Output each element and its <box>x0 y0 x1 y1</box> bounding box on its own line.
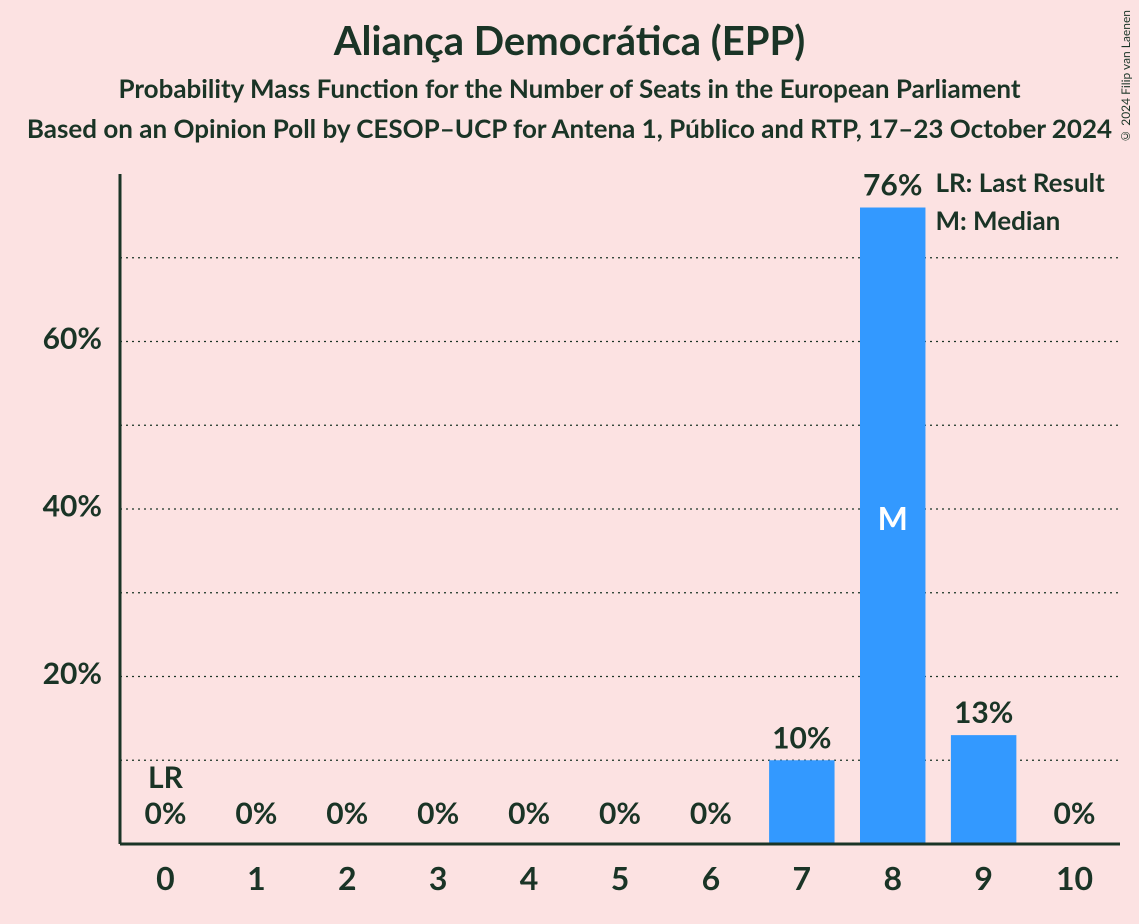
x-tick-label: 6 <box>702 858 721 897</box>
bar-label-6: 0% <box>690 795 732 831</box>
chart-titles: Aliança Democrática (EPP) Probability Ma… <box>0 0 1139 144</box>
x-tick-label: 3 <box>429 858 448 897</box>
median-marker: M <box>878 498 908 537</box>
title-source: Based on an Opinion Poll by CESOP–UCP fo… <box>0 112 1139 144</box>
title-sub: Probability Mass Function for the Number… <box>0 72 1139 104</box>
x-tick-label: 2 <box>338 858 357 897</box>
y-tick-label: 40% <box>43 488 102 524</box>
bar-label-4: 0% <box>508 795 550 831</box>
bar-label-3: 0% <box>417 795 459 831</box>
bar-label-10: 0% <box>1054 795 1096 831</box>
bar-label-8: 76% <box>863 167 922 203</box>
chart-svg: 20%40%60%0%LR00%10%20%30%40%50%610%7M76%… <box>0 154 1139 914</box>
title-main: Aliança Democrática (EPP) <box>0 18 1139 62</box>
bar-9 <box>951 735 1016 844</box>
x-tick-label: 9 <box>974 858 993 897</box>
bar-label-9: 13% <box>954 694 1013 730</box>
bar-label-1: 0% <box>235 795 277 831</box>
y-tick-label: 20% <box>43 655 102 691</box>
bar-label-2: 0% <box>326 795 368 831</box>
x-tick-label: 0 <box>156 858 175 897</box>
copyright-text: © 2024 Filip van Laenen <box>1118 10 1133 144</box>
legend-lr: LR: Last Result <box>935 166 1105 198</box>
x-tick-label: 4 <box>520 858 539 897</box>
last-result-marker: LR <box>148 759 184 795</box>
bar-label-7: 10% <box>772 719 831 755</box>
x-tick-label: 10 <box>1056 858 1093 897</box>
chart-area: 20%40%60%0%LR00%10%20%30%40%50%610%7M76%… <box>0 154 1139 914</box>
x-tick-label: 1 <box>247 858 266 897</box>
x-tick-label: 7 <box>793 858 812 897</box>
y-tick-label: 60% <box>43 320 102 356</box>
bar-label-5: 0% <box>599 795 641 831</box>
x-tick-label: 5 <box>611 858 630 897</box>
legend-m: M: Median <box>935 204 1060 236</box>
bar-label-0: 0% <box>144 795 186 831</box>
bar-7 <box>769 760 834 844</box>
x-tick-label: 8 <box>883 858 902 897</box>
